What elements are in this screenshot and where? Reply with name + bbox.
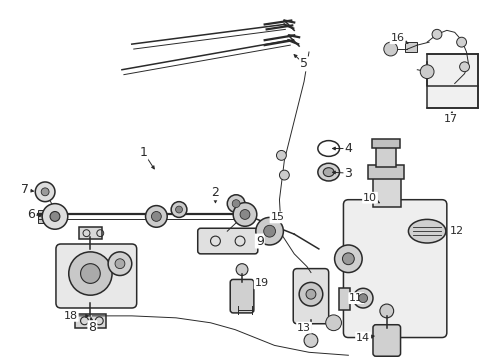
FancyBboxPatch shape xyxy=(197,228,257,254)
Circle shape xyxy=(379,304,393,318)
Text: 7: 7 xyxy=(21,183,29,196)
FancyBboxPatch shape xyxy=(372,325,400,356)
Bar xyxy=(372,175,400,207)
Bar xyxy=(75,314,106,328)
Text: 13: 13 xyxy=(296,323,310,333)
Circle shape xyxy=(35,182,55,202)
Circle shape xyxy=(151,212,161,221)
Circle shape xyxy=(358,294,367,302)
Bar xyxy=(405,42,416,52)
Bar xyxy=(338,288,349,310)
Text: 5: 5 xyxy=(300,57,307,70)
FancyBboxPatch shape xyxy=(293,269,328,324)
Circle shape xyxy=(352,288,372,308)
Text: 12: 12 xyxy=(448,226,463,236)
Text: 17: 17 xyxy=(443,114,457,124)
Circle shape xyxy=(334,245,362,273)
Circle shape xyxy=(431,30,441,39)
FancyBboxPatch shape xyxy=(343,200,446,338)
Circle shape xyxy=(263,225,275,237)
Circle shape xyxy=(171,202,186,217)
Text: 16: 16 xyxy=(390,33,404,43)
Circle shape xyxy=(456,37,466,47)
Circle shape xyxy=(383,42,397,56)
Circle shape xyxy=(115,259,124,269)
Text: 3: 3 xyxy=(344,167,351,180)
FancyBboxPatch shape xyxy=(230,279,253,313)
Bar xyxy=(426,54,477,108)
Text: 10: 10 xyxy=(362,193,376,203)
FancyBboxPatch shape xyxy=(56,244,137,308)
Text: 9: 9 xyxy=(255,235,263,248)
Circle shape xyxy=(233,203,256,226)
Ellipse shape xyxy=(323,168,333,176)
Circle shape xyxy=(342,253,353,265)
Circle shape xyxy=(279,170,289,180)
Text: 18: 18 xyxy=(63,311,78,321)
Bar xyxy=(375,145,395,167)
Ellipse shape xyxy=(317,163,339,181)
Circle shape xyxy=(304,334,317,347)
Circle shape xyxy=(305,289,315,299)
Circle shape xyxy=(227,195,244,212)
Bar xyxy=(367,165,403,179)
Circle shape xyxy=(255,217,283,245)
Text: 1: 1 xyxy=(140,146,147,159)
Text: 14: 14 xyxy=(355,333,369,342)
Text: 15: 15 xyxy=(270,212,284,222)
Circle shape xyxy=(145,206,167,227)
Circle shape xyxy=(175,206,182,213)
Text: 2: 2 xyxy=(211,186,219,199)
Circle shape xyxy=(276,150,286,160)
Text: 6: 6 xyxy=(27,208,35,221)
Circle shape xyxy=(42,204,68,229)
Circle shape xyxy=(232,200,240,208)
Text: 8: 8 xyxy=(88,321,96,334)
Circle shape xyxy=(50,212,60,221)
Circle shape xyxy=(299,282,322,306)
Text: 11: 11 xyxy=(348,293,363,303)
Circle shape xyxy=(459,62,468,72)
Bar xyxy=(371,139,399,148)
Circle shape xyxy=(108,252,131,275)
Circle shape xyxy=(236,264,247,275)
Ellipse shape xyxy=(407,219,445,243)
Text: 4: 4 xyxy=(344,142,351,155)
Circle shape xyxy=(419,65,433,78)
Text: 19: 19 xyxy=(254,278,268,288)
Circle shape xyxy=(41,188,49,196)
Bar xyxy=(38,210,56,223)
Circle shape xyxy=(240,210,249,219)
Circle shape xyxy=(81,264,100,283)
Circle shape xyxy=(69,252,112,295)
Circle shape xyxy=(325,315,341,330)
Bar xyxy=(79,227,102,239)
